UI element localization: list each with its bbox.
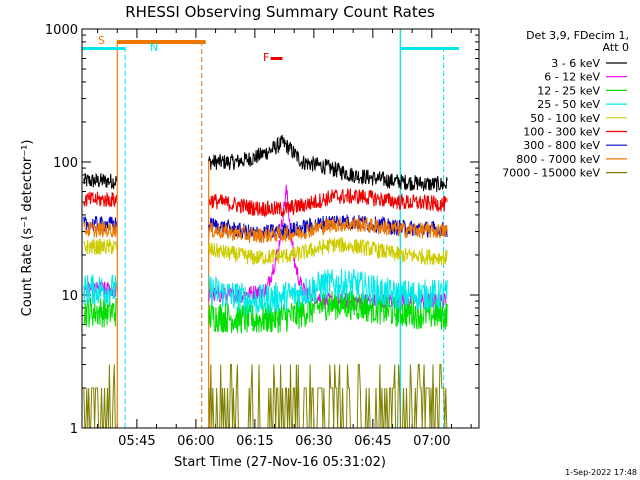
series-line-3 xyxy=(208,288,448,334)
series-line-4 xyxy=(83,274,117,306)
legend-entry-label: 25 - 50 keV xyxy=(537,98,600,111)
series-line-9 xyxy=(83,364,117,428)
y-tick-label: 10 xyxy=(61,289,78,304)
legend-entry-label: 300 - 800 keV xyxy=(523,139,600,152)
saa-flag-label: S xyxy=(98,34,105,47)
series-line-2 xyxy=(83,280,117,298)
y-tick-label: 1 xyxy=(70,422,78,437)
series-line-3 xyxy=(83,296,117,328)
flare-flag-label: F xyxy=(263,51,269,64)
y-tick-label: 100 xyxy=(53,156,78,171)
series-group xyxy=(83,134,448,428)
legend-entry-label: 100 - 300 keV xyxy=(523,126,600,139)
x-tick-label: 06:45 xyxy=(354,434,391,449)
legend-entry-label: 3 - 6 keV xyxy=(551,57,600,70)
plot-frame xyxy=(81,28,480,429)
series-line-4 xyxy=(208,268,448,316)
series-line-1 xyxy=(208,134,448,193)
x-axis-label: Start Time (27-Nov-16 05:31:02) xyxy=(174,455,386,470)
axis-ticks: 05:45 06:00 06:15 06:30 06:45 07:00 1 10 100 1000 xyxy=(45,23,479,449)
flare-flag-bar xyxy=(270,57,283,60)
series-line-8 xyxy=(208,216,448,244)
series-line-8 xyxy=(83,221,117,238)
legend-entry-label: 800 - 7000 keV xyxy=(516,153,600,166)
legend-entry-label: 6 - 12 keV xyxy=(544,71,600,84)
saa-flag-bar xyxy=(117,40,206,44)
series-line-5 xyxy=(208,237,448,266)
series-line-1 xyxy=(83,172,117,190)
x-tick-label: 06:00 xyxy=(177,434,214,449)
legend-header-line-2: Att 0 xyxy=(603,41,629,54)
legend-entry-label: 12 - 25 keV xyxy=(537,84,600,97)
series-line-6 xyxy=(83,191,117,208)
chart-title: RHESSI Observing Summary Count Rates xyxy=(125,3,435,21)
series-line-6 xyxy=(208,187,448,218)
series-line-9 xyxy=(208,364,448,428)
x-tick-label: 05:45 xyxy=(118,434,155,449)
legend-entry-label: 7000 - 15000 keV xyxy=(502,167,600,180)
night-flag-bar-2 xyxy=(400,47,459,50)
night-flag-label: N xyxy=(150,41,158,54)
x-tick-label: 06:15 xyxy=(236,434,273,449)
timestamp-label: 1-Sep-2022 17:48 xyxy=(565,468,637,477)
flag-bars: S N F xyxy=(82,34,459,64)
legend-header-line-1: Det 3,9, FDecim 1, xyxy=(526,29,629,42)
y-axis-label: Count Rate (s⁻¹ detector⁻¹) xyxy=(20,140,35,317)
legend-entry-label: 50 - 100 keV xyxy=(530,112,600,125)
night-flag-bar xyxy=(82,47,126,50)
y-tick-label: 1000 xyxy=(45,23,78,38)
series-line-5 xyxy=(83,238,117,256)
x-tick-label: 06:30 xyxy=(295,434,332,449)
x-tick-label: 07:00 xyxy=(413,434,450,449)
